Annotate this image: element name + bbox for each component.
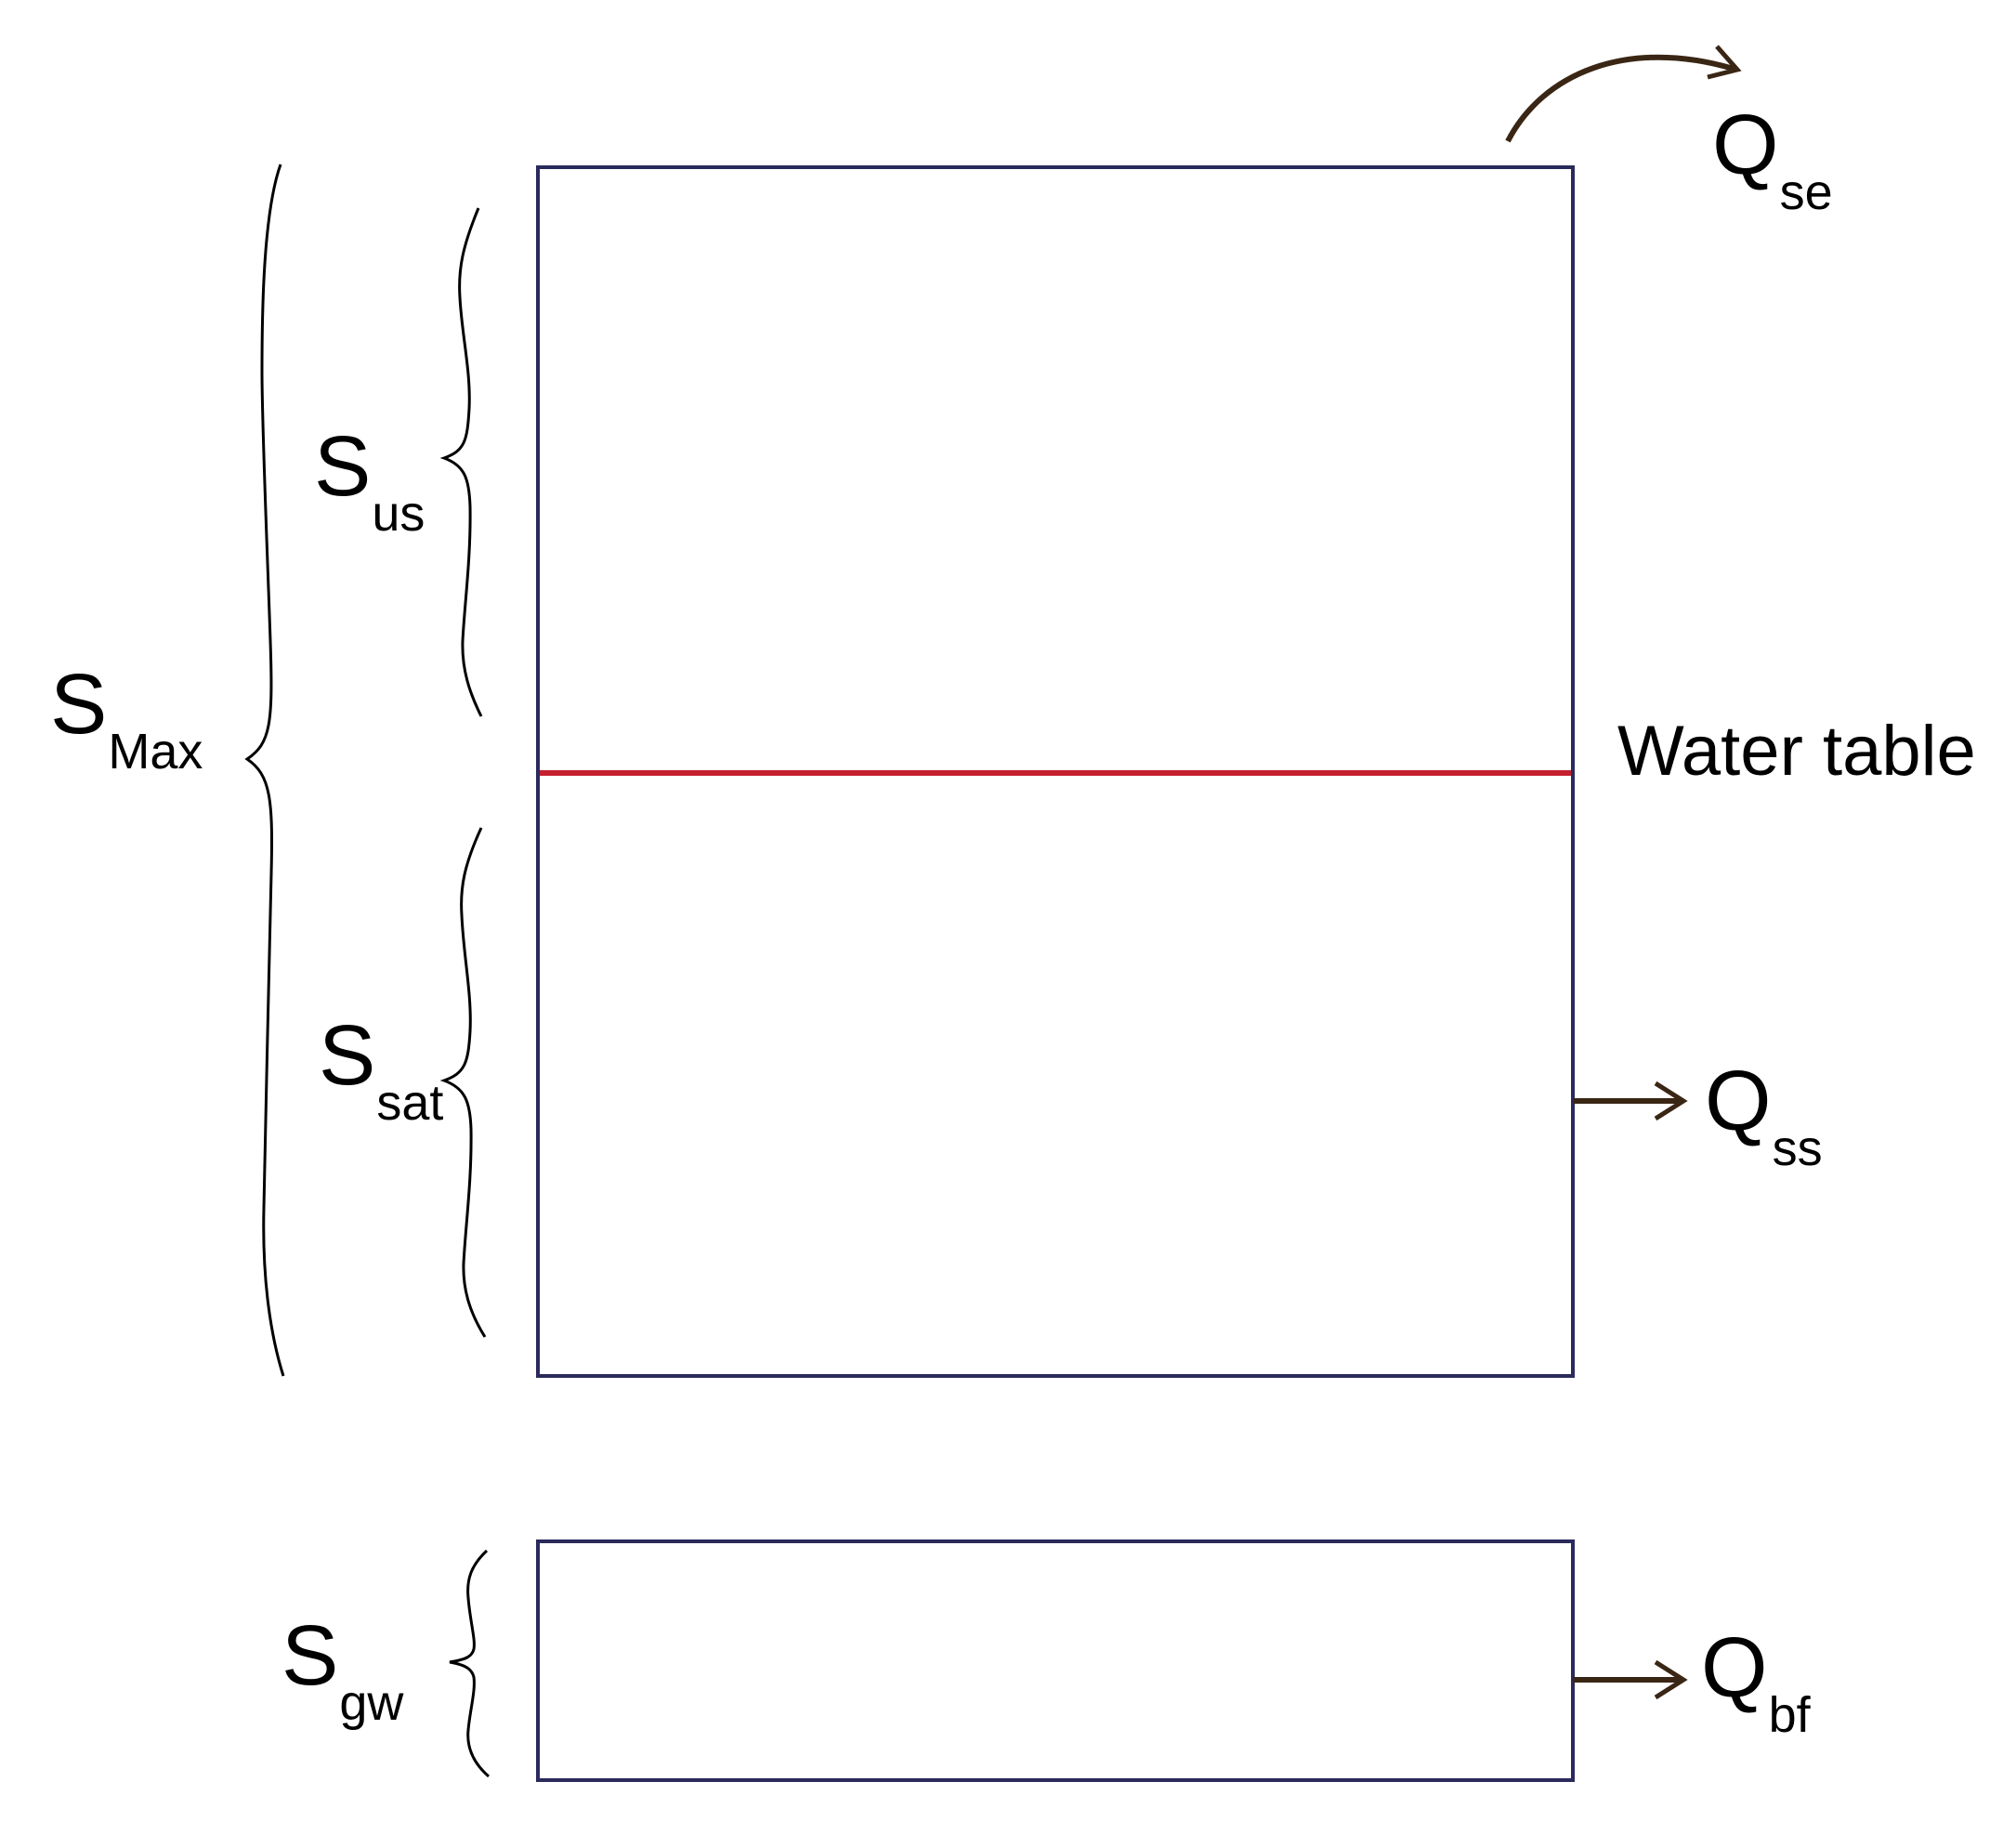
s-us-base: S — [314, 419, 372, 514]
q-se-sub: se — [1779, 164, 1833, 220]
q-se-label: Qse — [1712, 102, 1833, 217]
s-max-label: SMax — [50, 662, 203, 777]
q-ss-arrowhead — [1654, 1081, 1688, 1121]
s-gw-sub: gw — [339, 1675, 404, 1731]
q-se-arrow — [1505, 54, 1735, 143]
s-us-brace — [439, 207, 483, 717]
q-bf-arrowhead — [1654, 1659, 1688, 1700]
s-max-base: S — [50, 657, 108, 752]
q-ss-base: Q — [1705, 1054, 1772, 1148]
q-ss-label: Qss — [1705, 1058, 1823, 1173]
soil-storage-box — [536, 165, 1575, 1378]
groundwater-storage-box — [536, 1539, 1575, 1782]
s-sat-base: S — [319, 1008, 376, 1103]
s-max-sub: Max — [108, 724, 203, 779]
s-us-sub: us — [372, 486, 425, 542]
s-us-label: Sus — [314, 424, 425, 539]
q-se-base: Q — [1712, 98, 1779, 192]
s-gw-label: Sgw — [281, 1613, 403, 1728]
s-sat-sub: sat — [376, 1075, 444, 1131]
s-max-brace — [244, 164, 285, 1377]
s-gw-brace — [449, 1549, 490, 1778]
s-sat-label: Ssat — [319, 1013, 443, 1128]
q-bf-sub: bf — [1768, 1687, 1811, 1743]
water-table-label: Water table — [1617, 712, 1976, 791]
s-gw-base: S — [281, 1608, 339, 1703]
q-ss-sub: ss — [1772, 1120, 1823, 1176]
s-sat-brace — [439, 827, 487, 1338]
q-se-arrowhead — [1707, 45, 1742, 80]
q-bf-label: Qbf — [1701, 1625, 1811, 1740]
q-bf-base: Q — [1701, 1620, 1768, 1715]
